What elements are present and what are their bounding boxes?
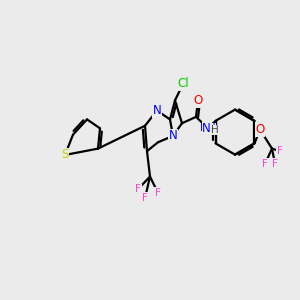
Text: H: H (211, 125, 218, 135)
Text: N: N (169, 129, 177, 142)
Text: F: F (272, 159, 278, 169)
Text: O: O (255, 123, 265, 136)
Text: F: F (155, 188, 161, 198)
Text: NH: NH (200, 123, 216, 133)
Text: Cl: Cl (177, 77, 189, 90)
Text: F: F (142, 193, 148, 203)
Text: S: S (61, 148, 69, 161)
Text: F: F (135, 184, 141, 194)
Text: O: O (194, 94, 202, 107)
Text: N: N (153, 104, 161, 117)
Text: F: F (262, 159, 268, 169)
Text: N: N (202, 122, 211, 135)
Text: F: F (277, 146, 283, 156)
